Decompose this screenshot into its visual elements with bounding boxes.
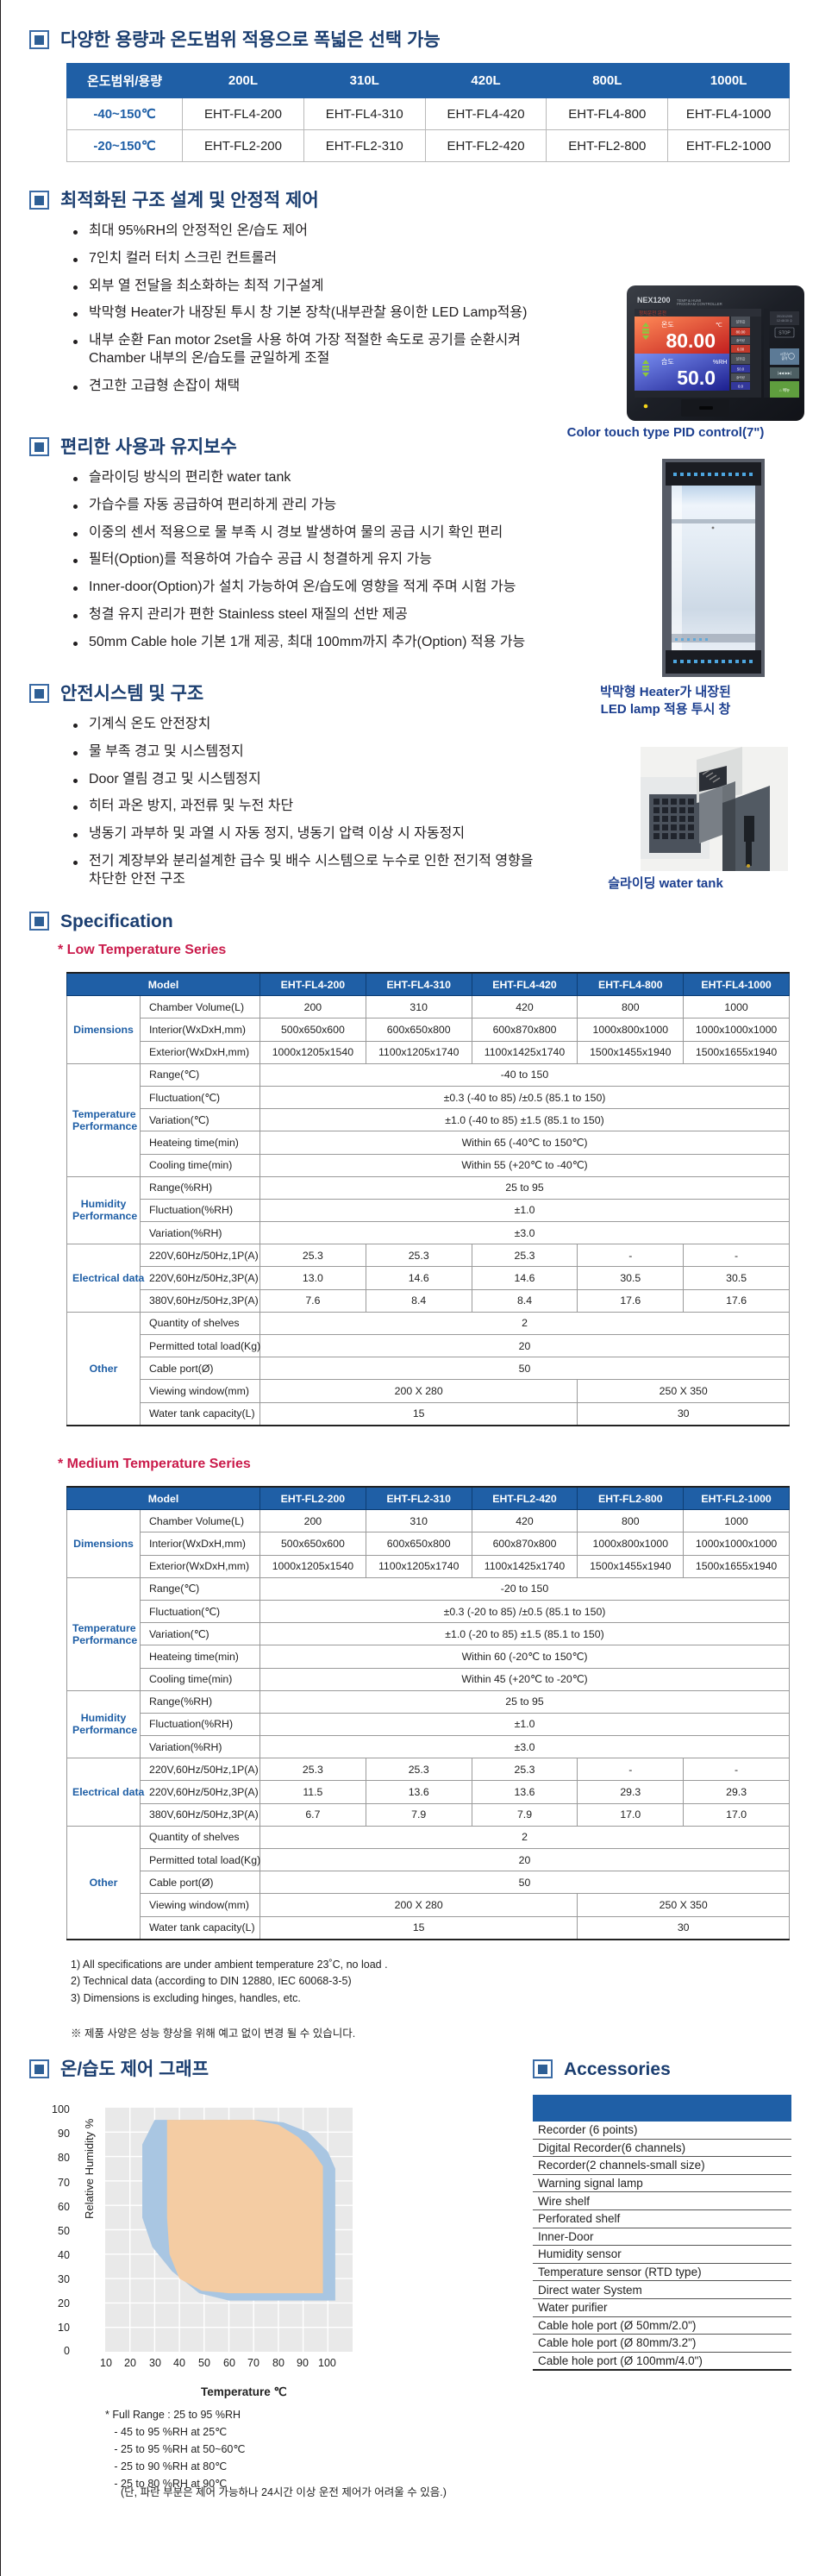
svg-text:50.0: 50.0 [737, 367, 745, 372]
svg-text:%RH: %RH [713, 360, 727, 366]
svg-text:NEX1200: NEX1200 [637, 296, 671, 304]
svg-text:시퀀스: 시퀀스 [780, 352, 790, 356]
svg-text:PROGRAM CONTROLLER: PROGRAM CONTROLLER [677, 302, 722, 306]
svg-text:6.00: 6.00 [737, 348, 745, 352]
svg-text:설정값: 설정값 [735, 319, 745, 324]
svg-text:STOP: STOP [778, 331, 791, 336]
svg-text:출력: 출력 [782, 356, 788, 360]
svg-text:80.00: 80.00 [666, 329, 716, 352]
svg-text:50.0: 50.0 [677, 367, 716, 389]
svg-text:80.00: 80.00 [736, 330, 746, 335]
svg-text:설정값: 설정값 [735, 356, 745, 361]
svg-text:온도: 온도 [661, 321, 674, 329]
svg-text:2013/12/05: 2013/12/05 [777, 315, 792, 318]
svg-text:|◀◀ ▶▶|: |◀◀ ▶▶| [778, 371, 791, 375]
svg-text:출력량: 출력량 [736, 375, 746, 379]
svg-text:℃: ℃ [716, 323, 722, 329]
svg-text:12:48:30 수: 12:48:30 수 [777, 318, 793, 323]
svg-text:0.0: 0.0 [738, 385, 744, 389]
svg-text:습도: 습도 [661, 358, 674, 366]
svg-text:출력량: 출력량 [736, 338, 746, 342]
svg-text:⌂ 메뉴: ⌂ 메뉴 [779, 387, 790, 393]
svg-text:정치운전 운전: 정치운전 운전 [639, 310, 666, 317]
